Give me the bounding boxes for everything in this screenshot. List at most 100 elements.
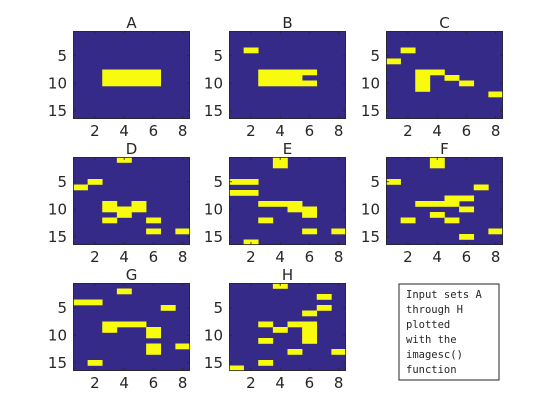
heatmap-cell <box>415 86 431 92</box>
axes-frame <box>386 31 503 119</box>
axes-frame <box>229 31 346 119</box>
heatmap-cell <box>73 299 88 306</box>
heatmap-cell <box>175 228 191 235</box>
heatmap-cell <box>116 212 132 218</box>
heatmap-cell <box>331 228 347 235</box>
heatmap-cell <box>102 201 118 207</box>
x-tick-label: 6 <box>149 374 159 392</box>
x-tick-label: 2 <box>90 248 100 266</box>
heatmap-cell <box>146 332 162 339</box>
x-tick-label: 6 <box>305 248 315 266</box>
heatmap-cell <box>258 75 274 81</box>
y-tick-label: 15 <box>361 102 380 120</box>
heatmap-cell <box>287 321 303 328</box>
heatmap-cell <box>102 69 118 76</box>
annotation-line: imagesc() <box>406 349 463 361</box>
heatmap-cell <box>272 69 288 76</box>
annotation-line: through H <box>406 304 463 316</box>
heatmap-cell <box>116 75 132 81</box>
y-tick-label: 5 <box>370 47 380 65</box>
heatmap-panel: D 2 4 6 8 5 10 15 <box>48 140 191 266</box>
heatmap-cell <box>316 294 332 300</box>
heatmap-cell <box>302 321 318 328</box>
heatmap-cell <box>131 201 147 207</box>
heatmap-cell <box>287 201 303 207</box>
heatmap-cell <box>258 360 274 366</box>
heatmap-cell <box>116 288 132 295</box>
x-tick-label: 4 <box>119 248 129 266</box>
heatmap-cell <box>429 69 445 76</box>
heatmap-cell <box>302 338 318 344</box>
heatmap-cell <box>302 212 318 218</box>
y-tick-label: 5 <box>213 299 223 317</box>
heatmap-cell <box>400 217 416 224</box>
heatmap-cell <box>302 69 318 76</box>
heatmap-cell <box>459 195 475 202</box>
heatmap-cell <box>258 69 274 76</box>
y-tick-label: 10 <box>204 200 223 218</box>
heatmap-cell <box>102 327 118 333</box>
x-tick-label: 6 <box>305 374 315 392</box>
y-tick-label: 15 <box>48 102 67 120</box>
y-tick-label: 10 <box>48 200 67 218</box>
heatmap-cell <box>287 69 303 76</box>
y-tick-label: 5 <box>57 299 67 317</box>
panel-title: E <box>283 140 292 158</box>
heatmap-cell <box>272 162 288 169</box>
annotation-line: function <box>406 364 457 376</box>
heatmap-cell <box>429 212 445 218</box>
heatmap-cell <box>102 206 118 213</box>
heatmap-cell <box>146 349 162 355</box>
heatmap-panel: B 2 4 6 8 5 10 15 <box>204 14 346 140</box>
heatmap-cell <box>386 179 401 185</box>
heatmap-cell <box>116 69 132 76</box>
heatmap-panel: A 2 4 6 8 5 10 15 <box>48 14 190 140</box>
x-tick-label: 4 <box>119 374 129 392</box>
x-tick-label: 2 <box>246 248 256 266</box>
x-tick-label: 4 <box>275 122 285 140</box>
heatmap-cell <box>444 75 460 81</box>
x-tick-label: 6 <box>462 122 472 140</box>
heatmap-cell <box>287 75 303 81</box>
y-tick-label: 5 <box>213 173 223 191</box>
y-tick-label: 15 <box>48 228 67 246</box>
heatmap-cell <box>73 184 88 191</box>
heatmap-cell <box>316 305 332 311</box>
panel-title: C <box>439 14 449 32</box>
heatmap-cell <box>87 179 103 185</box>
x-tick-label: 6 <box>462 248 472 266</box>
x-tick-label: 2 <box>246 374 256 392</box>
heatmap-cell <box>243 179 259 185</box>
annotation-line: Input sets A <box>406 289 483 301</box>
y-tick-label: 5 <box>57 47 67 65</box>
heatmap-cell <box>146 69 162 76</box>
heatmap-cell <box>116 206 132 213</box>
heatmap-cell <box>331 349 347 355</box>
x-tick-label: 6 <box>149 122 159 140</box>
heatmap-panel: E 2 4 6 8 5 10 15 <box>204 140 347 266</box>
heatmap-cell <box>444 195 460 202</box>
x-tick-label: 6 <box>305 122 315 140</box>
heatmap-cell <box>415 69 431 76</box>
heatmap-cell <box>302 332 318 339</box>
heatmap-panel: G 2 4 6 8 5 10 15 <box>48 266 191 392</box>
x-tick-label: 4 <box>432 248 442 266</box>
heatmap-panel: C 2 4 6 8 5 10 15 <box>361 14 504 140</box>
heatmap-cell <box>272 201 288 207</box>
heatmap-cell <box>415 75 431 81</box>
panel-title: H <box>282 266 293 284</box>
heatmap-cell <box>386 58 401 65</box>
heatmap-cell <box>131 75 147 81</box>
heatmap-cell <box>258 321 274 328</box>
x-tick-label: 8 <box>178 248 188 266</box>
heatmap-cell <box>473 184 489 191</box>
panel-title: D <box>126 140 138 158</box>
heatmap-cell <box>131 80 147 87</box>
y-tick-label: 10 <box>204 74 223 92</box>
annotation-line: plotted <box>406 319 450 331</box>
x-tick-label: 8 <box>334 374 344 392</box>
x-tick-label: 8 <box>178 374 188 392</box>
heatmap-cell <box>131 321 147 328</box>
y-tick-label: 5 <box>213 47 223 65</box>
heatmap-cell <box>302 327 318 333</box>
